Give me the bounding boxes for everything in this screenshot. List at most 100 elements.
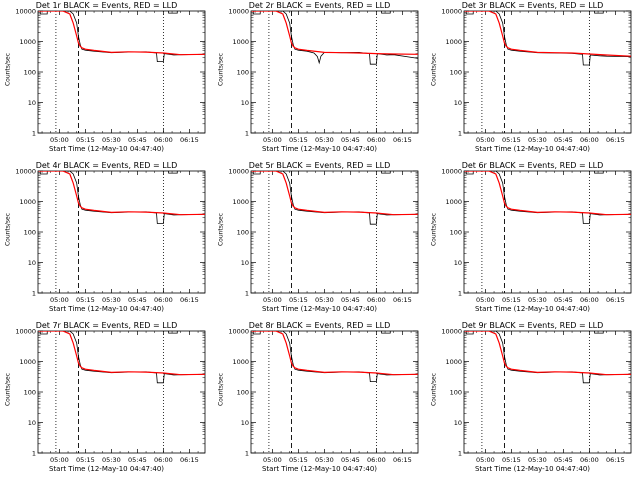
- y-axis-label: Counts/sec: [430, 212, 438, 247]
- x-tick-label: 05:00: [263, 456, 282, 464]
- x-tick-label: 06:00: [154, 456, 173, 464]
- lld-series-line: [464, 11, 631, 57]
- x-tick-label: 05:30: [102, 296, 121, 304]
- y-tick-label: 10: [28, 259, 36, 267]
- x-tick-label: 05:15: [289, 456, 308, 464]
- y-tick-label: 10000: [441, 167, 462, 175]
- detector-panel-8: 1 10 100 1000 10000 05:00 05:15 05:30 05:45 06:00…: [213, 320, 426, 480]
- y-tick-label: 10000: [228, 327, 249, 335]
- x-axis-label: Start Time (12-May-10 04:47:40): [474, 305, 591, 313]
- x-tick-label: 05:15: [76, 136, 95, 144]
- x-tick-label: 05:15: [76, 456, 95, 464]
- events-series-line: [251, 171, 418, 225]
- y-tick-label: 1: [32, 449, 36, 457]
- x-tick-label: 05:30: [102, 136, 121, 144]
- x-axis-label: Start Time (12-May-10 04:47:40): [474, 145, 591, 153]
- y-tick-label: 10000: [15, 167, 36, 175]
- series-group: [464, 171, 631, 224]
- y-tick-label: 100: [24, 388, 36, 396]
- x-tick-label: 06:15: [180, 136, 199, 144]
- y-tick-label: 1000: [19, 198, 36, 206]
- x-tick-label: 05:30: [528, 136, 547, 144]
- events-step-marker: [381, 11, 391, 14]
- panel-title: Det 5r BLACK = Events, RED = LLD: [248, 161, 391, 170]
- y-tick-label: 1000: [445, 358, 462, 366]
- series-group: [251, 331, 418, 382]
- events-step-marker: [168, 11, 178, 14]
- y-tick-label: 1000: [19, 38, 36, 46]
- x-axis-label: Start Time (12-May-10 04:47:40): [261, 465, 378, 473]
- plot-frame: [250, 10, 419, 134]
- x-tick-label: 05:45: [128, 136, 147, 144]
- plot-frame: [37, 10, 206, 134]
- detector-panel-6: 1 10 100 1000 10000 05:00 05:15 05:30 05:45 06:00…: [426, 160, 639, 320]
- y-tick-label: 1: [245, 129, 249, 137]
- detector-panel-9: 1 10 100 1000 10000 05:00 05:15 05:30 05:45 06:00…: [426, 320, 639, 480]
- panel-title: Det 3r BLACK = Events, RED = LLD: [461, 1, 604, 10]
- x-tick-label: 05:30: [315, 296, 334, 304]
- lld-series-line: [38, 331, 205, 376]
- series-group: [38, 11, 205, 62]
- lld-series-line: [464, 331, 631, 376]
- x-tick-label: 05:45: [128, 296, 147, 304]
- y-axis-label: Counts/sec: [217, 52, 225, 87]
- x-axis-label: Start Time (12-May-10 04:47:40): [48, 465, 165, 473]
- x-tick-label: 05:15: [289, 296, 308, 304]
- x-tick-label: 05:00: [50, 136, 69, 144]
- x-tick-label: 06:00: [154, 136, 173, 144]
- series-group: [251, 171, 418, 225]
- y-tick-label: 100: [24, 68, 36, 76]
- x-tick-label: 05:30: [315, 136, 334, 144]
- x-tick-label: 06:15: [180, 296, 199, 304]
- x-tick-label: 05:00: [263, 296, 282, 304]
- detector-panel-5: 1 10 100 1000 10000 05:00 05:15 05:30 05:45 06:00…: [213, 160, 426, 320]
- x-tick-label: 05:30: [315, 456, 334, 464]
- x-axis-label: Start Time (12-May-10 04:47:40): [261, 145, 378, 153]
- y-tick-label: 100: [237, 388, 249, 396]
- y-axis-label: Counts/sec: [217, 212, 225, 247]
- events-step-marker: [594, 11, 604, 14]
- events-step-marker: [381, 171, 391, 174]
- panel-title: Det 2r BLACK = Events, RED = LLD: [248, 1, 391, 10]
- detector-panel-7: 1 10 100 1000 10000 05:00 05:15 05:30 05:45 06:00…: [0, 320, 213, 480]
- y-tick-label: 1000: [232, 198, 249, 206]
- x-tick-label: 06:00: [580, 136, 599, 144]
- x-tick-label: 05:45: [128, 456, 147, 464]
- x-tick-label: 06:15: [606, 296, 625, 304]
- plot-svg: 1 10 100 1000 10000 05:00 05:15 05:30 05:45 06:00…: [441, 167, 632, 304]
- plot-frame: [250, 170, 419, 294]
- lld-series-line: [251, 11, 418, 55]
- detector-panel-3: 1 10 100 1000 10000 05:00 05:15 05:30 05:45 06:00…: [426, 0, 639, 160]
- x-tick-label: 05:00: [476, 456, 495, 464]
- series-group: [38, 331, 205, 384]
- y-tick-label: 1000: [19, 358, 36, 366]
- x-tick-label: 06:00: [367, 296, 386, 304]
- y-tick-label: 10000: [15, 327, 36, 335]
- panel-title: Det 1r BLACK = Events, RED = LLD: [35, 1, 178, 10]
- plot-svg: 1 10 100 1000 10000 05:00 05:15 05:30 05:45 06:00…: [15, 167, 206, 304]
- x-tick-label: 05:15: [289, 136, 308, 144]
- plot-frame: [37, 170, 206, 294]
- y-tick-label: 100: [237, 68, 249, 76]
- panel-title: Det 9r BLACK = Events, RED = LLD: [461, 321, 604, 330]
- plot-frame: [463, 330, 632, 454]
- events-step-marker: [594, 331, 604, 334]
- x-tick-label: 05:00: [263, 136, 282, 144]
- y-tick-label: 1000: [232, 38, 249, 46]
- plot-svg: 1 10 100 1000 10000 05:00 05:15 05:30 05:45 06:00…: [228, 7, 419, 144]
- x-tick-label: 06:15: [606, 136, 625, 144]
- x-tick-label: 05:30: [528, 456, 547, 464]
- x-tick-label: 05:00: [50, 296, 69, 304]
- x-tick-label: 05:15: [502, 136, 521, 144]
- events-step-marker: [594, 171, 604, 174]
- y-tick-label: 100: [450, 388, 462, 396]
- panel-title: Det 8r BLACK = Events, RED = LLD: [248, 321, 391, 330]
- y-tick-label: 10: [241, 259, 249, 267]
- y-tick-label: 10: [241, 99, 249, 107]
- y-tick-label: 10: [28, 99, 36, 107]
- x-axis-label: Start Time (12-May-10 04:47:40): [261, 305, 378, 313]
- x-tick-label: 06:15: [393, 456, 412, 464]
- y-tick-label: 1: [32, 289, 36, 297]
- x-tick-label: 05:15: [76, 296, 95, 304]
- y-axis-label: Counts/sec: [4, 372, 12, 407]
